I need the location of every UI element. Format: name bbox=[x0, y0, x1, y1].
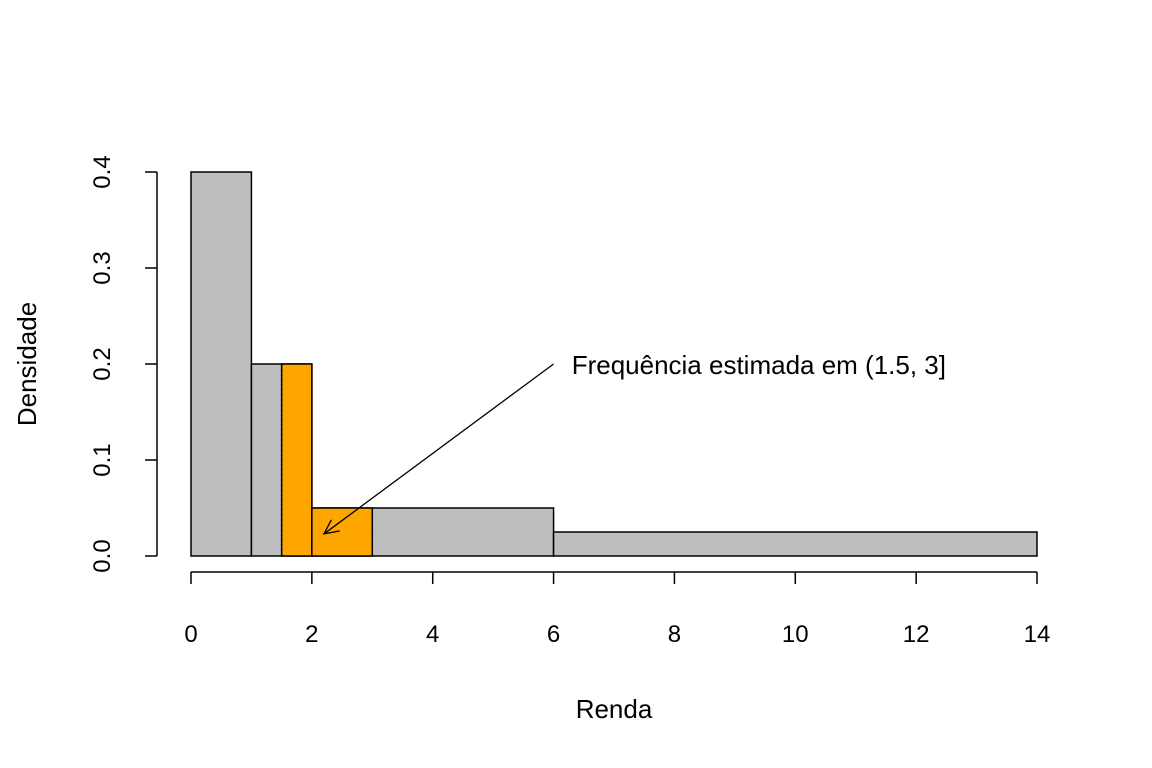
histogram-bar-3 bbox=[552, 531, 1038, 557]
x-tick-label-5: 10 bbox=[782, 621, 809, 648]
annotation: Frequência estimada em (1.5, 3] bbox=[322, 350, 946, 535]
highlight-bar-0 bbox=[280, 363, 313, 557]
x-tick-label-6: 12 bbox=[903, 621, 930, 648]
x-tick-label-3: 6 bbox=[547, 621, 560, 648]
highlighted-region bbox=[280, 363, 374, 557]
x-tick-label-2: 4 bbox=[426, 621, 439, 648]
histogram-bar-0 bbox=[190, 171, 253, 557]
x-axis-title: Renda bbox=[576, 694, 653, 724]
y-tick-label-0: 0.0 bbox=[89, 539, 116, 572]
y-tick-label-2: 0.2 bbox=[89, 347, 116, 380]
dotted-boundary-lines bbox=[280, 364, 374, 556]
highlight-bar-1 bbox=[311, 507, 374, 557]
x-tick-label-4: 8 bbox=[668, 621, 681, 648]
x-axis: 0 2 4 6 8 10 12 14 bbox=[184, 571, 1051, 648]
x-tick-label-1: 2 bbox=[305, 621, 318, 648]
y-tick-label-1: 0.1 bbox=[89, 443, 116, 476]
y-axis: 0.0 0.1 0.2 0.3 0.4 bbox=[89, 155, 158, 573]
y-tick-label-4: 0.4 bbox=[89, 155, 116, 188]
annotation-arrowhead bbox=[322, 519, 340, 535]
y-axis-title: Densidade bbox=[12, 302, 42, 426]
x-tick-label-7: 14 bbox=[1024, 621, 1051, 648]
annotation-text: Frequência estimada em (1.5, 3] bbox=[572, 350, 946, 380]
y-tick-label-3: 0.3 bbox=[89, 251, 116, 284]
x-tick-label-0: 0 bbox=[184, 621, 197, 648]
annotation-arrow-line bbox=[323, 363, 554, 535]
